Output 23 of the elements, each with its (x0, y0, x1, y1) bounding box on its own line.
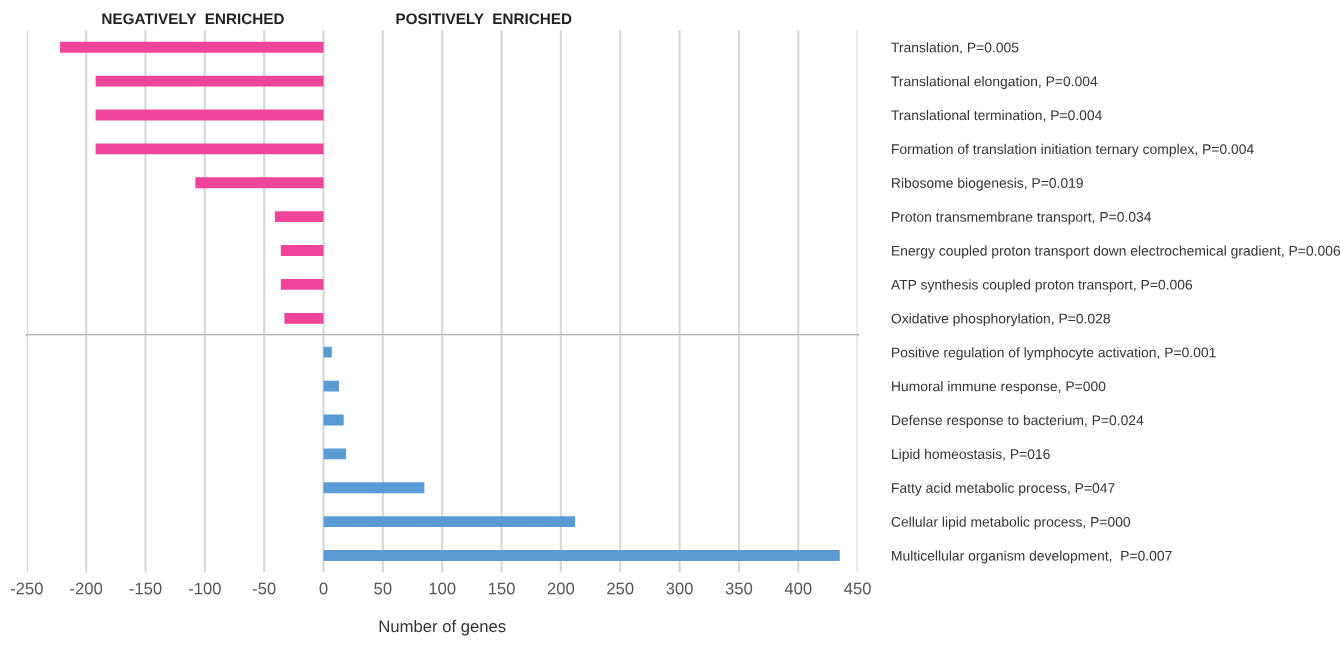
bar (323, 550, 840, 561)
x-tick-label: -100 (188, 582, 221, 595)
x-tick-label: 300 (666, 582, 693, 595)
x-tick-label: 50 (374, 582, 392, 595)
bar (323, 516, 576, 528)
x-tick-label: 250 (607, 582, 634, 595)
bar (323, 448, 347, 460)
x-tick-label: 200 (547, 582, 575, 595)
bar (323, 380, 339, 392)
x-tick-label: 0 (319, 582, 328, 595)
x-tick-label: -50 (252, 582, 276, 595)
x-tick-label: -200 (70, 582, 103, 595)
bar (323, 346, 332, 358)
x-tick-label: 400 (784, 582, 812, 595)
bar (323, 414, 344, 426)
x-tick-label: 450 (844, 582, 871, 595)
x-tick-label: 350 (725, 582, 753, 595)
x-tick-label: 150 (488, 582, 515, 595)
x-tick-label: -250 (10, 582, 43, 595)
bar (323, 482, 425, 494)
x-tick-label: 100 (429, 582, 456, 595)
x-tick-label: -150 (129, 582, 162, 595)
x-axis-title: Number of genes (379, 619, 506, 636)
